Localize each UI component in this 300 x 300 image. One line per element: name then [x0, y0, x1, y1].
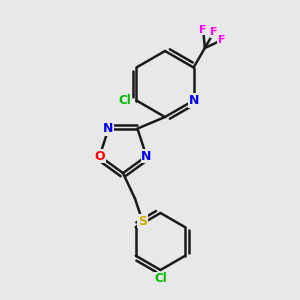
Text: F: F: [200, 25, 207, 35]
Text: N: N: [188, 94, 199, 107]
Text: Cl: Cl: [154, 272, 167, 286]
Text: N: N: [103, 122, 114, 135]
Text: F: F: [210, 27, 218, 37]
Text: Cl: Cl: [118, 94, 131, 107]
Text: N: N: [141, 150, 152, 163]
Text: S: S: [138, 214, 147, 228]
Text: O: O: [94, 150, 105, 163]
Text: F: F: [218, 35, 225, 45]
